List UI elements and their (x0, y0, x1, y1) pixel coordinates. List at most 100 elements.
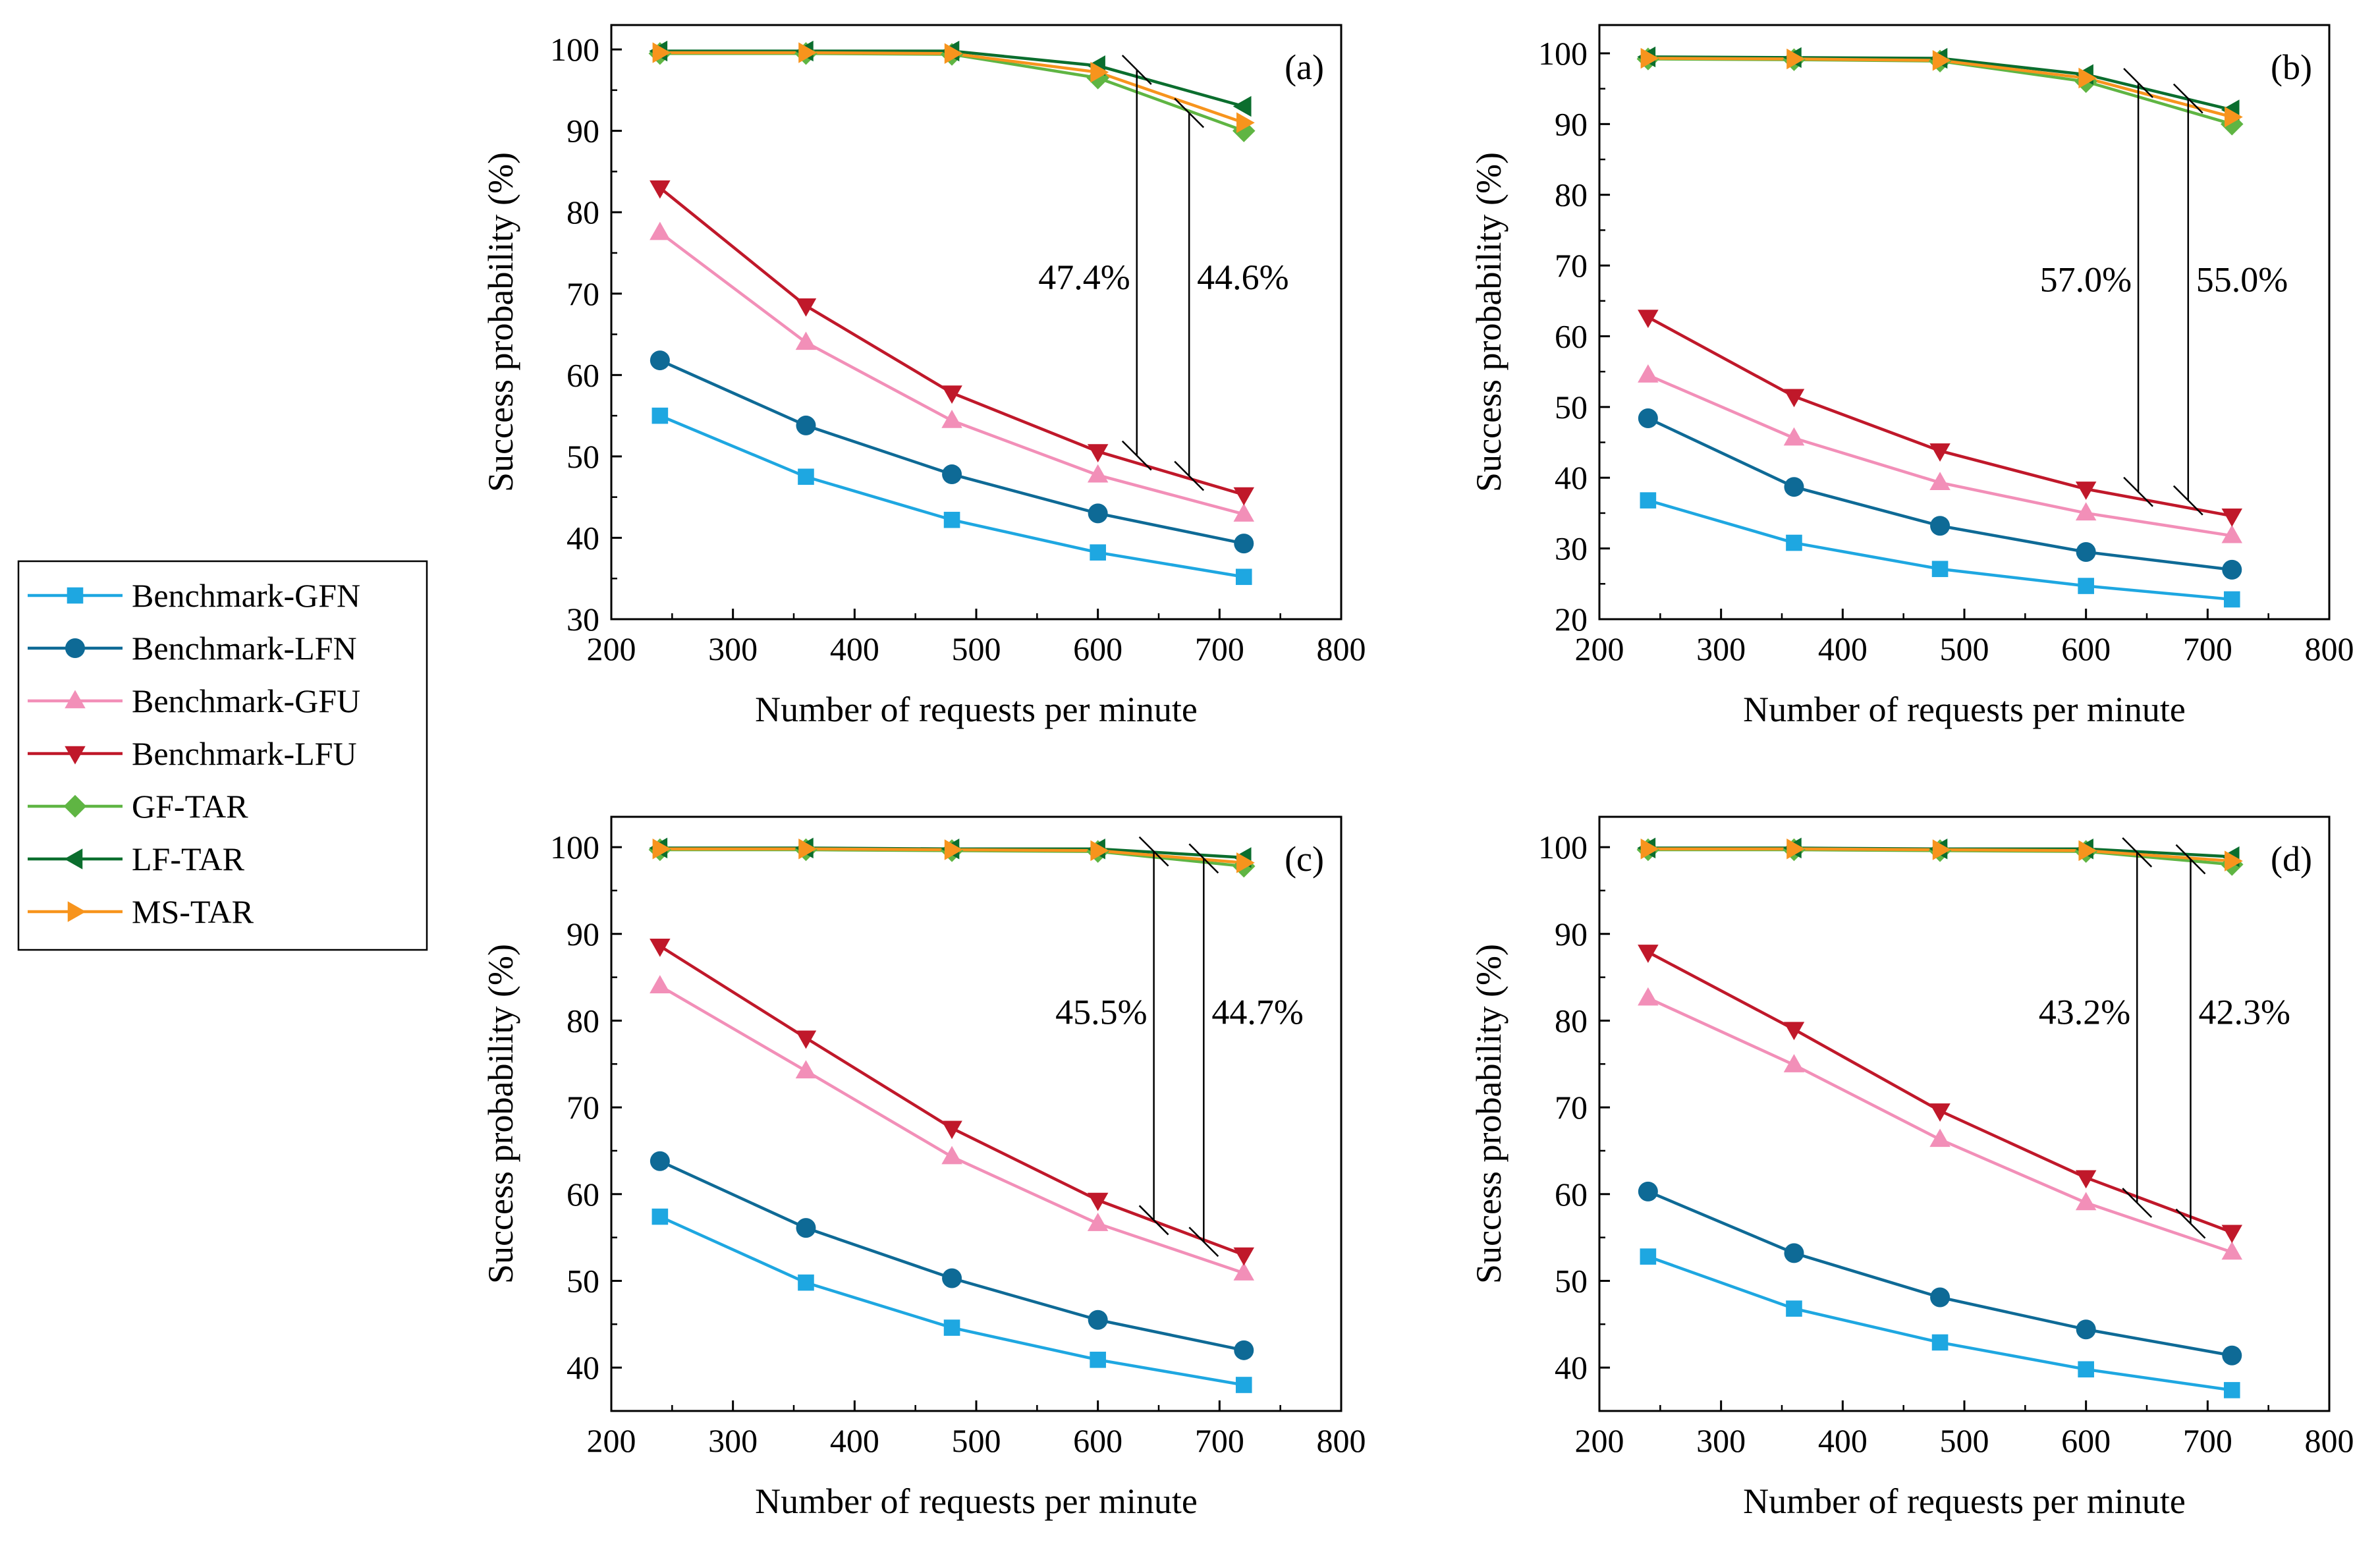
series-line-benchmark-lfn (1647, 417, 2232, 572)
data-point-benchmark-gfn (651, 407, 669, 424)
data-point-benchmark-lfu (1929, 443, 1951, 462)
legend-marker (63, 794, 87, 818)
data-point-benchmark-gfu (1233, 1262, 1255, 1281)
gap-indicator-tick (2123, 476, 2153, 507)
data-point-ms-tar (2225, 106, 2243, 128)
data-point-ms-tar (1786, 838, 1805, 860)
y-tick-label: 60 (567, 356, 599, 393)
data-point-benchmark-lfu (1638, 310, 1659, 328)
legend-item: Benchmark-GFU (28, 682, 360, 719)
y-tick-label: 70 (1555, 247, 1588, 284)
data-point-benchmark-gfn (2078, 578, 2094, 594)
data-point-benchmark-gfn (1090, 1352, 1106, 1368)
legend-label: Benchmark-GFN (132, 577, 360, 614)
x-tick-label: 300 (708, 630, 758, 667)
data-point-ms-tar (652, 838, 671, 860)
data-point-ms-tar (2078, 67, 2097, 89)
data-point-benchmark-lfu (1929, 1103, 1951, 1122)
series-line-benchmark-lfu (659, 945, 1245, 1257)
y-tick-label: 60 (1555, 317, 1588, 354)
gap-indicator-tick (2172, 485, 2203, 516)
series-line-benchmark-gfn (1647, 1255, 2232, 1392)
data-point-benchmark-lfn (1638, 1181, 1658, 1201)
data-point-benchmark-gfn (1640, 492, 1657, 509)
gap-annotation-label: 57.0% (2040, 260, 2132, 300)
legend-marker (65, 746, 86, 765)
data-point-ms-tar (1932, 839, 1951, 860)
gap-annotation-label: 42.3% (2198, 992, 2290, 1032)
data-point-benchmark-lfn (1930, 1287, 1951, 1308)
data-point-benchmark-lfn (650, 1151, 670, 1171)
data-point-benchmark-lfu (1783, 1022, 1805, 1041)
data-point-ms-tar (652, 42, 671, 63)
data-point-benchmark-lfn (2222, 559, 2242, 580)
data-point-benchmark-lfn (796, 415, 816, 435)
series-line-benchmark-gfn (1647, 499, 2232, 601)
data-point-benchmark-gfu (795, 331, 817, 350)
y-tick-label: 50 (1555, 1262, 1588, 1299)
y-tick-label: 50 (567, 1262, 599, 1299)
data-point-benchmark-lfu (1087, 444, 1109, 462)
data-point-benchmark-lfu (795, 298, 817, 317)
data-point-benchmark-gfu (1233, 503, 1255, 522)
legend-label: LF-TAR (132, 841, 245, 877)
x-tick-label: 800 (2305, 630, 2354, 667)
data-point-benchmark-lfn (1930, 516, 1951, 536)
x-tick-label: 700 (1195, 1422, 1244, 1459)
gap-indicator-tick (2122, 837, 2153, 868)
gap-indicator-tick (1121, 55, 1152, 85)
gap-indicator-tick (2172, 83, 2203, 114)
legend-label: Benchmark-LFN (132, 630, 357, 667)
x-tick-label: 200 (587, 1422, 636, 1459)
legend-marker (65, 638, 85, 658)
x-tick-label: 500 (1940, 630, 1989, 667)
gap-indicator-tick (2175, 844, 2206, 875)
gap-indicator-tick (2122, 1188, 2153, 1218)
x-tick-label: 400 (830, 630, 879, 667)
data-point-benchmark-gfn (1786, 1300, 1802, 1317)
x-tick-label: 800 (2305, 1422, 2354, 1459)
x-tick-label: 600 (1073, 1422, 1122, 1459)
y-tick-label: 90 (1555, 105, 1588, 142)
y-tick-label: 90 (1555, 916, 1588, 952)
data-point-benchmark-gfn (1786, 534, 1802, 551)
data-point-ms-tar (1786, 48, 1805, 70)
legend-box (17, 560, 428, 951)
data-point-benchmark-lfu (1783, 389, 1805, 408)
x-tick-label: 200 (1575, 1422, 1624, 1459)
data-point-ms-tar (944, 839, 963, 860)
x-tick-label: 200 (587, 630, 636, 667)
data-point-benchmark-lfn (796, 1218, 816, 1238)
gap-indicator-tick (1174, 97, 1205, 128)
data-point-benchmark-lfu (941, 1120, 962, 1140)
chart-panel-c: 200 300 400 500 600 700 800 40 50 60 70 80 90 100 Numb… (481, 815, 1366, 1521)
data-point-benchmark-lfu (1233, 1247, 1255, 1266)
y-axis-title: Success probability (%) (481, 152, 520, 492)
panel-tag: (c) (1285, 839, 1324, 879)
legend-item: GF-TAR (28, 788, 248, 825)
data-point-benchmark-lfn (1088, 503, 1108, 524)
data-point-benchmark-gfu (2075, 502, 2097, 521)
data-point-benchmark-gfn (2078, 1361, 2094, 1378)
x-tick-label: 600 (1073, 630, 1122, 667)
data-point-benchmark-gfn (2223, 591, 2240, 608)
data-point-benchmark-lfu (795, 1030, 817, 1049)
data-point-benchmark-gfu (941, 410, 962, 428)
data-point-ms-tar (944, 43, 963, 64)
y-tick-label: 90 (567, 916, 599, 952)
y-tick-label: 40 (567, 519, 599, 556)
data-point-benchmark-lfu (2221, 1225, 2243, 1244)
data-point-benchmark-lfn (942, 464, 962, 485)
data-point-benchmark-gfn (1931, 561, 1949, 578)
x-tick-label: 400 (1818, 630, 1868, 667)
data-point-benchmark-lfu (941, 385, 962, 404)
data-point-ms-tar (1236, 112, 1255, 134)
y-tick-label: 100 (1538, 829, 1588, 866)
plot-frame (610, 815, 1342, 1412)
data-point-benchmark-lfu (1087, 1192, 1109, 1211)
y-axis-title: Success probability (%) (481, 944, 520, 1284)
x-tick-label: 600 (2061, 1422, 2111, 1459)
data-point-benchmark-gfu (1638, 364, 1659, 383)
x-tick-label: 200 (1575, 630, 1624, 667)
